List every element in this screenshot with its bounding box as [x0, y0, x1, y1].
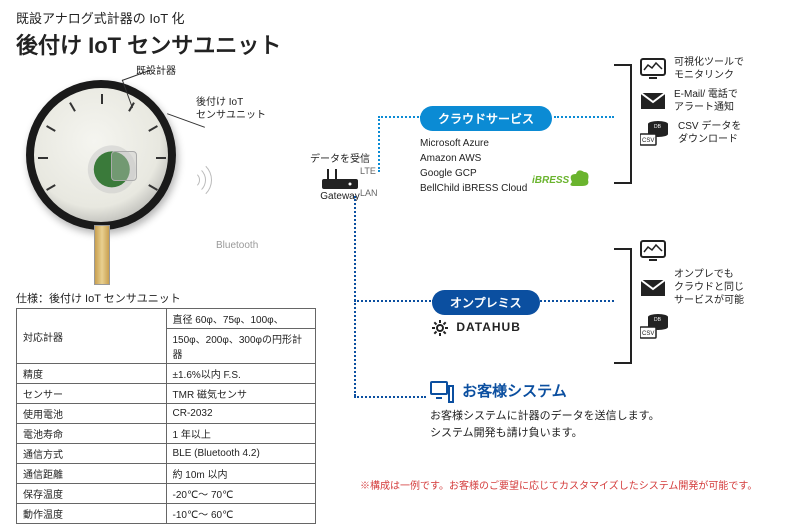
connector — [378, 116, 380, 172]
cloud-services-list: 可視化ツールでモニタリンク E-Mail/ 電話でアラート通知 DB CSV CS… — [640, 56, 790, 152]
bracket — [614, 248, 632, 364]
table-row: 精度±1.6%以内 F.S. — [17, 364, 316, 384]
datahub-logo: DATAHUB — [432, 320, 521, 336]
table-row: 対応計器直径 60φ、75φ、100φ、 — [17, 309, 316, 329]
svg-text:iBRESS: iBRESS — [532, 175, 570, 186]
gateway-label-top: データを受信 — [310, 150, 370, 165]
connector — [378, 116, 422, 118]
subtitle: 既設アナログ式計器の IoT 化 — [16, 8, 185, 27]
list-item: Amazon AWS — [420, 151, 527, 166]
footnote: ※構成は一例です。お客様のご要望に応じてカスタマイズしたシステム開発が可能です。 — [360, 477, 757, 492]
monitor-icon — [640, 58, 666, 80]
spec-title: 仕様：後付け IoT センサユニット — [16, 290, 181, 306]
mail-icon — [640, 92, 666, 110]
list-item: Microsoft Azure — [420, 136, 527, 151]
desktop-icon — [430, 380, 454, 404]
svg-text:DB: DB — [654, 317, 662, 323]
list-item: BellChild iBRESS Cloud — [420, 181, 527, 196]
list-item: オンプレでもクラウドと同じサービスが可能 — [640, 268, 790, 307]
connector — [354, 196, 356, 396]
table-row: 通信距離約 10m 以内 — [17, 464, 316, 484]
cloud-service-pill: クラウドサービス — [420, 106, 552, 131]
connector — [354, 300, 434, 302]
customer-body: お客様システムに計器のデータを送信します。システム開発も請け負います。 — [430, 408, 660, 441]
conn-lan-label: LAN — [360, 188, 378, 198]
svg-text:CSV: CSV — [642, 331, 654, 337]
list-item: DBCSV CSV データをダウンロード — [640, 120, 790, 146]
callout-existing-meter: 既設計器 — [136, 62, 176, 77]
cloud-provider-list: Microsoft Azure Amazon AWS Google GCP Be… — [420, 136, 527, 196]
customer-system-block: お客様システム お客様システムに計器のデータを送信します。システム開発も請け負い… — [430, 380, 660, 441]
connector — [554, 116, 614, 118]
onpremise-pill: オンプレミス — [432, 290, 540, 315]
list-item: Google GCP — [420, 166, 527, 181]
table-row: センサーTMR 磁気センサ — [17, 384, 316, 404]
table-row: 電池寿命1 年以上 — [17, 424, 316, 444]
connector — [540, 300, 614, 302]
spec-table: 対応計器直径 60φ、75φ、100φ、150φ、200φ、300φの円形計器精… — [16, 308, 316, 524]
ibress-logo: iBRESS — [530, 168, 590, 193]
list-item: DBCSV . — [640, 313, 790, 339]
device-illustration: 既設計器 後付け IoTセンサユニット Bluetooth — [16, 60, 266, 280]
customer-title: お客様システム — [462, 383, 567, 400]
table-row: 通信方式BLE (Bluetooth 4.2) — [17, 444, 316, 464]
database-icon: DB CSV — [640, 313, 670, 339]
gear-icon — [432, 320, 448, 336]
table-row: 動作温度-10℃～ 60℃ — [17, 504, 316, 524]
connector — [354, 396, 426, 398]
database-icon: DB CSV — [640, 120, 670, 146]
list-item: 可視化ツールでモニタリンク — [640, 56, 790, 82]
onprem-services-list: . オンプレでもクラウドと同じサービスが可能 DBCSV . — [640, 240, 790, 345]
gauge-icon — [26, 80, 176, 230]
svg-text:CSV: CSV — [642, 138, 654, 144]
table-row: 使用電池CR-2032 — [17, 404, 316, 424]
router-icon — [320, 167, 360, 191]
page-title: 後付け IoT センサユニット — [16, 28, 281, 60]
conn-lte-label: LTE — [360, 166, 376, 176]
callout-sensor-unit: 後付け IoTセンサユニット — [196, 96, 266, 122]
bracket — [614, 64, 632, 184]
list-item: E-Mail/ 電話でアラート通知 — [640, 88, 790, 114]
svg-text:DB: DB — [654, 124, 662, 130]
table-row: 保存温度-20℃～ 70℃ — [17, 484, 316, 504]
bluetooth-label: Bluetooth — [216, 240, 258, 251]
mail-icon — [640, 279, 666, 297]
list-item: . — [640, 240, 790, 262]
monitor-icon — [640, 240, 666, 262]
